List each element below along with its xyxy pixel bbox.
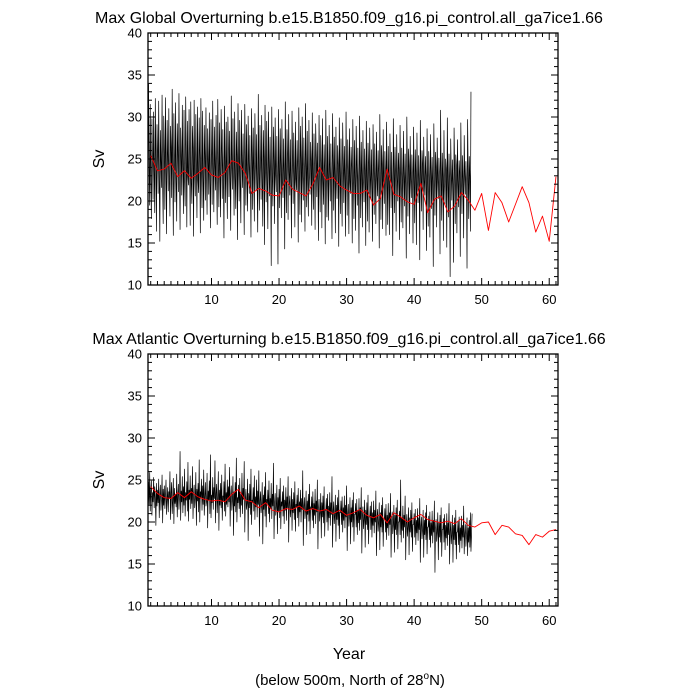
atlantic-x-axis-label: Year (333, 646, 366, 663)
atlantic-y-tick-label: 15 (128, 557, 142, 572)
atlantic-y-tick-label: 40 (128, 347, 142, 362)
global-chart-title: Max Global Overturning b.e15.B1850.f09_g… (95, 10, 603, 27)
global-axis-ticks: 10 20 30 40 50 60 10 15 20 25 30 35 40 (128, 26, 558, 307)
global-y-tick-label: 30 (128, 110, 142, 125)
global-x-tick-label: 20 (272, 292, 286, 307)
global-overturning-panel: Max Global Overturning b.e15.B1850.f09_g… (91, 10, 603, 307)
atlantic-x-tick-label: 50 (474, 613, 488, 628)
global-y-tick-label: 40 (128, 26, 142, 41)
global-x-tick-label: 30 (339, 292, 353, 307)
atlantic-overturning-panel: Max Atlantic Overturning b.e15.B1850.f09… (91, 331, 606, 663)
atlantic-x-tick-label: 10 (204, 613, 218, 628)
atlantic-y-tick-label: 10 (128, 599, 142, 614)
atlantic-plot-frame (147, 353, 559, 607)
atlantic-monthly-series-line (147, 451, 473, 573)
atlantic-series-group (147, 451, 557, 573)
global-monthly-series-line (147, 83, 472, 277)
atlantic-x-tick-label: 60 (542, 613, 556, 628)
global-x-tick-label: 40 (407, 292, 421, 307)
footnote-end: N) (429, 672, 445, 689)
footnote-text: (below 500m, North of 28 (255, 672, 423, 689)
atlantic-y-tick-label: 30 (128, 431, 142, 446)
global-y-tick-label: 10 (128, 278, 142, 293)
atlantic-x-tick-label: 40 (407, 613, 421, 628)
global-y-tick-label: 35 (128, 68, 142, 83)
footnote-degree: o (424, 671, 430, 682)
atlantic-y-tick-label: 25 (128, 473, 142, 488)
global-x-tick-label: 10 (204, 292, 218, 307)
global-y-tick-label: 25 (128, 152, 142, 167)
atlantic-x-tick-label: 30 (339, 613, 353, 628)
global-y-tick-label: 20 (128, 194, 142, 209)
footnote: (below 500m, North of 28oN) (255, 671, 445, 689)
atlantic-axis-ticks: 10 20 30 40 50 60 10 15 20 25 30 35 40 (128, 347, 558, 628)
global-x-tick-label: 50 (474, 292, 488, 307)
global-y-axis-label: Sv (91, 150, 108, 169)
global-annual-series-line (150, 155, 557, 242)
atlantic-annual-series-line (150, 486, 557, 546)
global-x-tick-label: 60 (542, 292, 556, 307)
atlantic-x-tick-label: 20 (272, 613, 286, 628)
atlantic-y-tick-label: 20 (128, 515, 142, 530)
atlantic-y-tick-label: 35 (128, 389, 142, 404)
global-y-tick-label: 15 (128, 236, 142, 251)
global-series-group (147, 83, 557, 277)
atlantic-y-axis-label: Sv (91, 471, 108, 490)
atlantic-chart-title: Max Atlantic Overturning b.e15.B1850.f09… (92, 331, 605, 348)
